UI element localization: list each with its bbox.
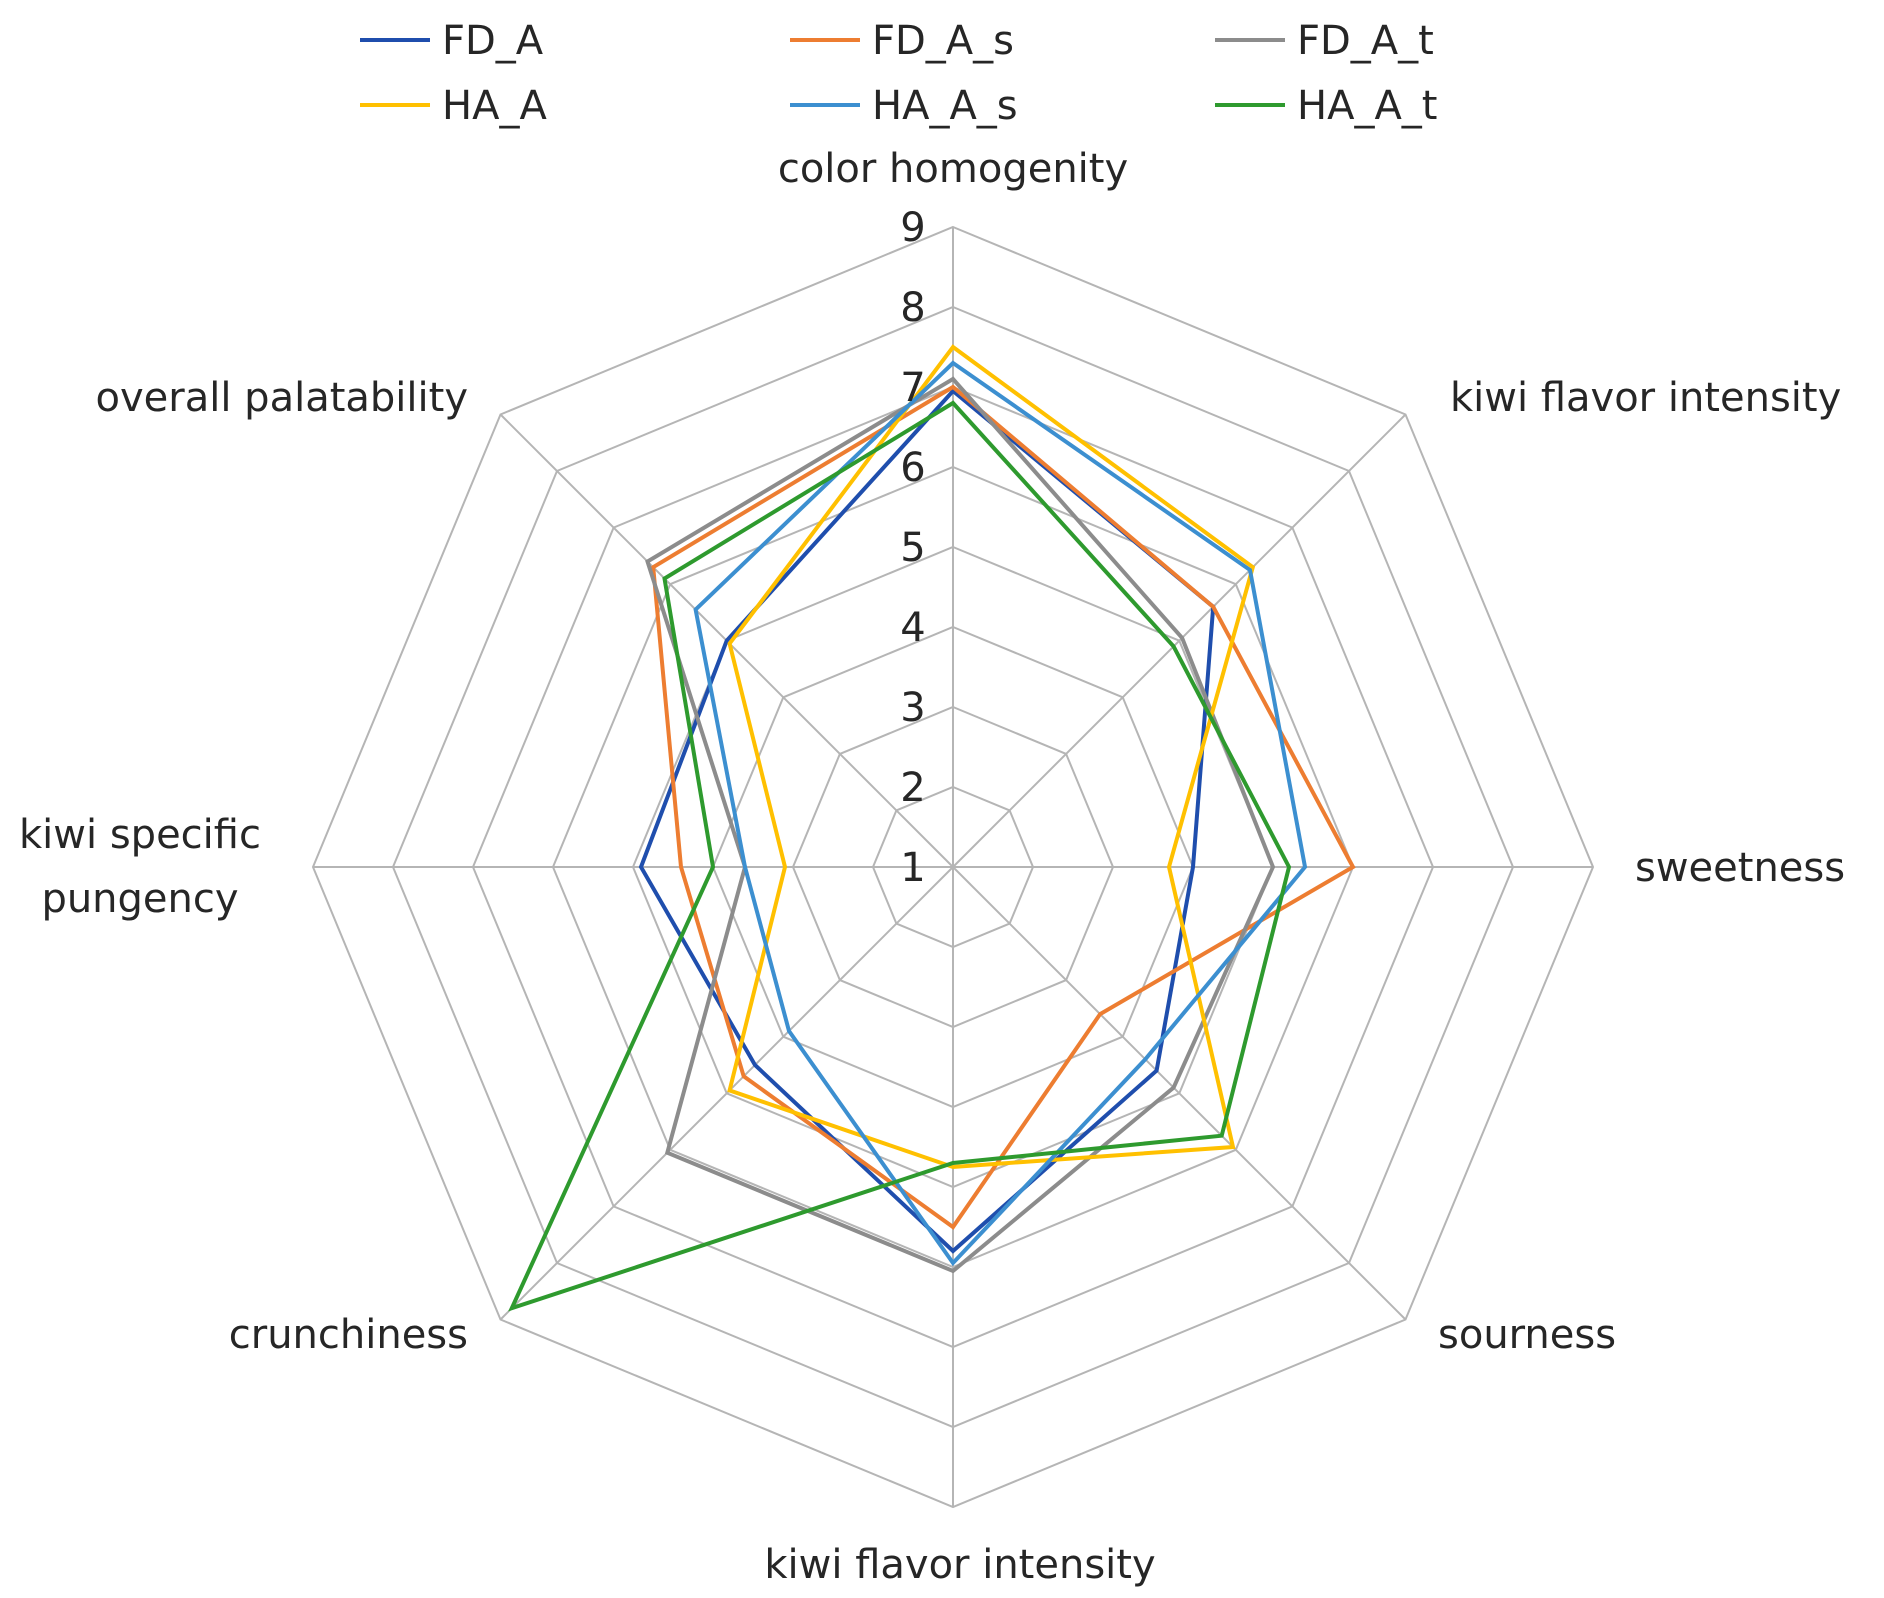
legend-label-FD_A: FD_A	[442, 18, 544, 64]
spoke-3	[952, 866, 1407, 1321]
category-label-7: overall palatability	[96, 375, 468, 421]
series-line-FD_A_s	[651, 384, 1356, 1230]
spoke-5	[499, 866, 954, 1321]
legend-item-HA_A: HA_A	[360, 83, 547, 129]
tick-label-1: 1	[900, 845, 925, 891]
radial-tick-labels: 1 2 3 4 5 6 7 8 9	[900, 205, 925, 891]
legend-label-HA_A: HA_A	[442, 83, 547, 129]
legend-item-FD_A_t: FD_A_t	[1215, 18, 1434, 64]
legend-item-HA_A_t: HA_A_t	[1215, 83, 1438, 129]
legend-item-FD_A: FD_A	[360, 18, 544, 64]
spoke-1	[952, 413, 1407, 868]
legend-label-HA_A_s: HA_A_s	[872, 83, 1018, 129]
tick-label-4: 4	[900, 605, 925, 651]
radar-grid	[311, 225, 1595, 1509]
legend-label-FD_A_s: FD_A_s	[872, 18, 1014, 64]
series-line-HA_A_s	[693, 360, 1308, 1267]
series-line-HA_A	[727, 344, 1256, 1170]
tick-label-7: 7	[900, 365, 925, 411]
category-labels: color homogenity kiwi flavor intensity swe…	[19, 146, 1845, 1588]
category-label-4: kiwi flavor intensity	[764, 1542, 1155, 1588]
legend-item-FD_A_s: FD_A_s	[790, 18, 1014, 64]
legend-item-HA_A_s: HA_A_s	[790, 83, 1018, 129]
legend-label-HA_A_t: HA_A_t	[1297, 83, 1438, 129]
radar-series	[508, 344, 1356, 1312]
tick-label-2: 2	[900, 765, 925, 811]
series-line-FD_A	[638, 388, 1216, 1254]
legend: FD_A FD_A_s FD_A_t HA_A HA_A_s HA_A_t	[360, 18, 1438, 129]
tick-label-9: 9	[900, 205, 925, 251]
legend-label-FD_A_t: FD_A_t	[1297, 18, 1434, 64]
category-label-0: color homogenity	[778, 146, 1128, 192]
tick-label-5: 5	[900, 525, 925, 571]
series-line-HA_A_t	[508, 400, 1292, 1312]
category-label-6: kiwi specific pungency	[19, 812, 261, 922]
tick-label-3: 3	[900, 685, 925, 731]
category-label-3: sourness	[1438, 1312, 1616, 1358]
tick-label-8: 8	[900, 285, 925, 331]
tick-label-6: 6	[900, 445, 925, 491]
category-label-1: kiwi flavor intensity	[1450, 375, 1841, 421]
category-label-2: sweetness	[1635, 845, 1845, 891]
category-label-5: crunchiness	[229, 1312, 468, 1358]
